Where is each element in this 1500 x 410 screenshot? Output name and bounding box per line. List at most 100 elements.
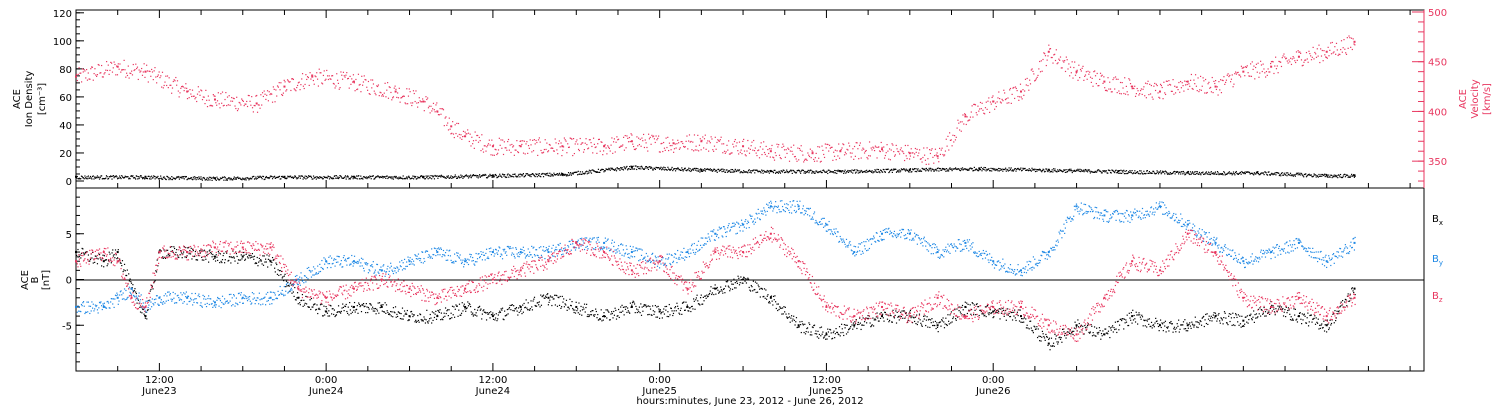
density-sample bbox=[104, 178, 106, 180]
velocity-sample bbox=[739, 151, 741, 153]
velocity-sample bbox=[400, 97, 402, 99]
velocity-sample bbox=[319, 72, 321, 74]
velocity-sample bbox=[248, 94, 250, 97]
bx-sample bbox=[803, 331, 805, 334]
velocity-sample bbox=[1119, 81, 1122, 84]
density-sample bbox=[986, 168, 988, 170]
bx-point bbox=[1325, 324, 1328, 327]
velocity-sample bbox=[1296, 59, 1298, 61]
density-sample bbox=[194, 176, 196, 178]
velocity-sample bbox=[979, 108, 981, 110]
density-sample bbox=[594, 170, 596, 173]
velocity-sample bbox=[1346, 37, 1348, 39]
density-sample bbox=[208, 178, 210, 180]
bx-sample bbox=[488, 311, 490, 314]
velocity-sample bbox=[126, 74, 129, 77]
velocity-sample bbox=[1268, 71, 1270, 73]
density-sample bbox=[524, 174, 527, 177]
density-sample bbox=[1314, 174, 1316, 176]
bx-sample bbox=[114, 249, 117, 251]
velocity-sample bbox=[882, 150, 884, 152]
velocity-point bbox=[450, 125, 453, 128]
velocity-sample bbox=[1148, 93, 1150, 96]
bx-sample bbox=[595, 310, 597, 313]
velocity-sample bbox=[172, 80, 174, 83]
density-sample bbox=[99, 176, 101, 179]
velocity-sample bbox=[1122, 87, 1124, 89]
density-sample bbox=[771, 170, 773, 172]
velocity-point bbox=[75, 75, 77, 78]
density-sample bbox=[148, 178, 151, 180]
bx-sample bbox=[144, 317, 146, 319]
density-sample bbox=[154, 178, 156, 180]
density-sample bbox=[894, 168, 896, 170]
density-sample bbox=[1307, 174, 1309, 176]
bx-point bbox=[1047, 342, 1050, 345]
density-sample bbox=[799, 171, 801, 173]
density-sample bbox=[727, 171, 729, 173]
density-sample bbox=[749, 171, 751, 174]
density-sample bbox=[1341, 176, 1343, 179]
density-sample bbox=[101, 178, 103, 180]
density-sample bbox=[841, 170, 843, 172]
bx-sample bbox=[480, 308, 482, 310]
velocity-point bbox=[283, 85, 286, 88]
velocity-sample bbox=[942, 153, 944, 156]
density-sample bbox=[80, 178, 82, 180]
bx-sample bbox=[827, 328, 829, 330]
velocity-point bbox=[811, 152, 814, 155]
bx-sample bbox=[648, 313, 650, 316]
density-sample bbox=[1234, 174, 1236, 176]
velocity-sample bbox=[600, 141, 602, 143]
density-sample bbox=[402, 175, 404, 177]
density-sample bbox=[1333, 174, 1335, 176]
density-sample bbox=[596, 171, 598, 173]
velocity-sample bbox=[385, 96, 387, 98]
density-point bbox=[978, 167, 981, 170]
density-sample bbox=[119, 175, 121, 177]
velocity-sample bbox=[1019, 83, 1022, 85]
velocity-sample bbox=[1137, 90, 1139, 92]
bx-sample bbox=[401, 307, 404, 309]
velocity-sample bbox=[937, 157, 939, 159]
density-sample bbox=[872, 172, 874, 174]
velocity-sample bbox=[216, 100, 219, 102]
bx-sample bbox=[974, 309, 976, 311]
velocity-sample bbox=[1278, 60, 1280, 63]
velocity-sample bbox=[173, 79, 175, 81]
bx-sample bbox=[549, 299, 551, 301]
velocity-sample bbox=[1117, 78, 1119, 80]
bx-sample bbox=[345, 303, 347, 306]
density-sample bbox=[693, 169, 695, 171]
density-sample bbox=[379, 176, 381, 178]
velocity-sample bbox=[522, 140, 524, 142]
density-sample bbox=[898, 169, 900, 171]
bx-sample bbox=[973, 304, 975, 306]
velocity-sample bbox=[1330, 42, 1332, 44]
bx-sample bbox=[280, 270, 283, 273]
bx-sample bbox=[629, 302, 631, 304]
density-sample bbox=[1062, 170, 1064, 172]
density-sample bbox=[1034, 168, 1036, 170]
velocity-sample bbox=[449, 128, 451, 130]
velocity-sample bbox=[1071, 61, 1073, 63]
density-sample bbox=[296, 177, 299, 179]
velocity-sample bbox=[925, 163, 927, 166]
density-sample bbox=[1050, 171, 1053, 173]
density-sample bbox=[458, 177, 461, 179]
density-sample bbox=[638, 168, 641, 170]
bx-sample bbox=[909, 311, 911, 313]
bx-sample bbox=[908, 313, 910, 315]
velocity-sample bbox=[1199, 75, 1202, 78]
velocity-sample bbox=[537, 139, 540, 141]
velocity-sample bbox=[76, 79, 79, 82]
velocity-sample bbox=[377, 84, 380, 86]
density-sample bbox=[526, 173, 528, 175]
bx-sample bbox=[207, 253, 209, 256]
density-sample bbox=[1332, 175, 1334, 177]
density-sample bbox=[427, 178, 429, 180]
density-sample bbox=[222, 176, 224, 178]
bx-sample bbox=[697, 303, 700, 305]
velocity-sample bbox=[80, 72, 82, 74]
density-sample bbox=[1146, 170, 1148, 172]
